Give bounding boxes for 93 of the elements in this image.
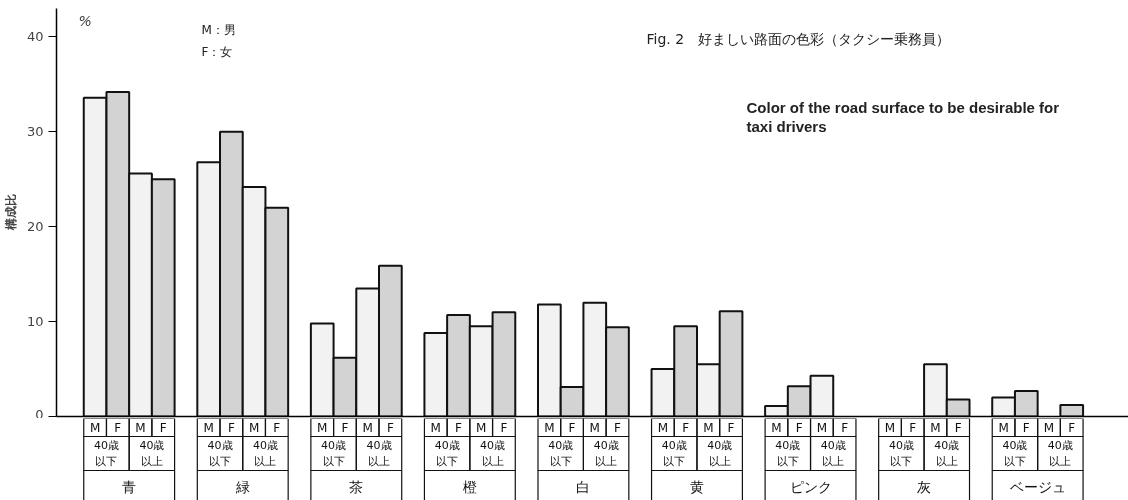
text: 40歳 (1002, 439, 1028, 452)
text: M (476, 420, 487, 435)
text: F (273, 420, 281, 435)
text: M (816, 420, 828, 435)
x-tick-label: ピンク (789, 478, 832, 495)
text: M (884, 420, 896, 435)
text: M (203, 420, 214, 435)
legend-label: F (114, 420, 122, 435)
text: F (227, 420, 235, 435)
text: F (909, 420, 917, 435)
text: M (930, 420, 941, 435)
y-tick-label: 10 (26, 314, 44, 330)
text: 以下 (776, 455, 799, 468)
x-tick-label: 白 (576, 478, 591, 495)
text: 40歳 (1047, 439, 1073, 452)
text: Color of the road surface to be desirable for taxi drivers (746, 98, 1060, 136)
y-tick-label: 30 (26, 124, 44, 140)
text: 以上 (708, 455, 731, 468)
text: F (568, 420, 576, 435)
text: F (386, 420, 394, 435)
text: 40歳 (93, 439, 119, 452)
y-tick-label: 20 (26, 219, 44, 235)
text: M (89, 420, 101, 435)
text: F (727, 420, 735, 435)
text: M (317, 420, 328, 435)
text: Fig. 2 好ましい路面の色彩（タクシー乗務員） (646, 30, 951, 47)
y-tick-label: 40 (26, 29, 44, 45)
text: 40歳 (321, 439, 347, 452)
text: 以上 (822, 455, 845, 468)
text: F (682, 420, 690, 435)
legend-label: F (159, 420, 167, 435)
x-tick-label: ベージュ (1009, 478, 1066, 495)
text: 40歳 (661, 439, 687, 452)
text: 40歳 (480, 439, 506, 452)
annotation: % (78, 12, 92, 29)
text: F (1022, 420, 1030, 435)
bar (1059, 404, 1085, 417)
x-tick-label: 灰 (917, 478, 932, 495)
text: 以下 (1003, 455, 1026, 468)
text: 以上 (368, 455, 391, 468)
y-tick-label: 0 (35, 406, 44, 422)
text: 40歳 (207, 439, 233, 452)
text: 以下 (436, 455, 459, 468)
text: F (1068, 420, 1076, 435)
text: 40歳 (707, 439, 733, 452)
text: 以上 (1049, 455, 1072, 468)
text: 以下 (322, 455, 345, 468)
text: M (771, 420, 782, 435)
text: 40歳 (252, 439, 278, 452)
text: 40歳 (366, 439, 392, 452)
x-tick-label: 黄 (689, 478, 704, 495)
text: F (455, 420, 462, 435)
text: M (589, 420, 600, 435)
text: 以下 (663, 455, 686, 468)
text: F (341, 420, 349, 435)
text: 40歳 (888, 439, 914, 452)
x-tick-label: 青 (122, 478, 137, 495)
text: 40歳 (593, 439, 619, 452)
text: 40歳 (139, 439, 165, 452)
text: F (841, 420, 849, 435)
text: 以下 (95, 455, 118, 468)
x-tick-label: 緑 (234, 478, 250, 495)
text: M (362, 420, 373, 435)
text: F (795, 420, 803, 435)
text: M (703, 420, 714, 435)
text: 40歳 (775, 439, 801, 452)
text: 40歳 (820, 439, 846, 452)
text: M (657, 420, 669, 435)
x-tick-label: 橙 (462, 478, 477, 495)
text: 40歳 (434, 439, 460, 452)
text: M (998, 420, 1009, 435)
text: 以上 (481, 455, 504, 468)
text: 40歳 (934, 439, 960, 452)
legend-label: M (248, 420, 260, 435)
legend-label: M (135, 420, 146, 435)
text: M (1043, 420, 1055, 435)
text: M (544, 420, 555, 435)
text: M (430, 420, 441, 435)
text: 以下 (549, 455, 572, 468)
annotation: M：男 (201, 22, 236, 37)
text: 以上 (595, 455, 618, 468)
text: F (954, 420, 962, 435)
text: 以上 (254, 455, 277, 468)
text: 40歳 (548, 439, 574, 452)
text: 以下 (890, 455, 913, 468)
text: F (614, 420, 621, 435)
text: F (500, 420, 508, 435)
x-tick-label: 茶 (349, 478, 364, 495)
text: 以上 (140, 455, 163, 468)
y-axis-title: 構成比 (3, 194, 18, 232)
text: 以上 (935, 455, 958, 468)
annotation: F：女 (201, 44, 233, 59)
text: 以下 (209, 455, 232, 468)
